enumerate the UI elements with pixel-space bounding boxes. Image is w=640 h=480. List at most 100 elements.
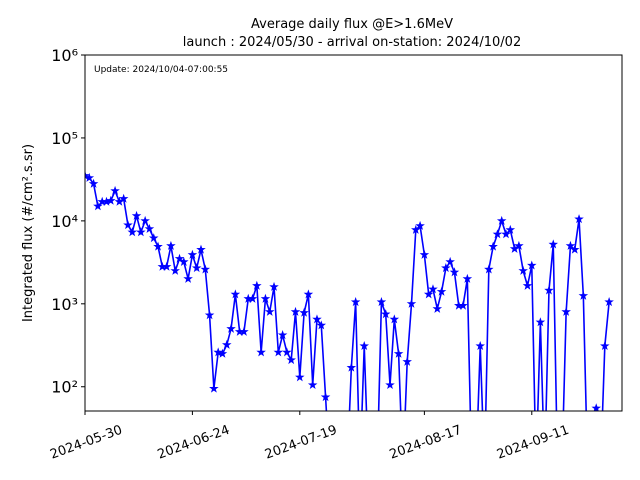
- data-point: [106, 195, 116, 205]
- data-point: [428, 284, 438, 294]
- x-tick-label: 2024-05-30: [48, 423, 124, 463]
- data-point: [600, 340, 610, 351]
- data-point: [364, 466, 374, 475]
- data-point: [316, 320, 327, 330]
- data-point: [548, 239, 559, 249]
- y-tick-label: 10⁶: [51, 46, 78, 65]
- data-point: [557, 466, 567, 475]
- data-point: [419, 249, 430, 259]
- data-point: [368, 466, 378, 475]
- data-point: [591, 403, 601, 411]
- series-line: [85, 175, 610, 411]
- data-point: [596, 466, 606, 475]
- data-point: [569, 244, 580, 254]
- data-point: [88, 178, 99, 188]
- data-point: [454, 300, 464, 310]
- data-point: [445, 256, 455, 266]
- data-point: [290, 306, 301, 316]
- data-point: [110, 185, 120, 195]
- data-point: [166, 240, 176, 250]
- data-point: [501, 229, 511, 239]
- data-point: [187, 249, 198, 259]
- data-point: [312, 314, 322, 324]
- data-point: [260, 293, 271, 303]
- y-tick-label: 10³: [51, 295, 78, 314]
- data-point: [411, 224, 421, 234]
- data-point: [561, 306, 571, 316]
- data-point: [467, 466, 477, 475]
- data-point: [239, 326, 249, 336]
- data-point: [217, 348, 228, 358]
- y-axis-label: Integrated flux (#/cm².s.sr): [21, 144, 36, 322]
- data-point: [492, 229, 503, 239]
- y-tick-label: 10⁵: [51, 129, 78, 148]
- data-point: [372, 466, 382, 475]
- data-point: [226, 323, 236, 333]
- data-point: [264, 306, 275, 316]
- x-tick-label: 2024-09-11: [495, 423, 571, 463]
- data-point: [320, 392, 331, 402]
- data-point: [398, 466, 408, 475]
- y-tick-label: 10⁴: [51, 212, 78, 231]
- chart-subtitle: launch : 2024/05/30 - arrival on-station…: [183, 35, 521, 50]
- data-point: [222, 339, 232, 349]
- data-point: [350, 297, 361, 307]
- data-point: [307, 379, 318, 390]
- data-point: [402, 356, 412, 366]
- data-point: [295, 372, 305, 382]
- x-tick-label: 2024-06-24: [156, 423, 232, 463]
- data-point: [393, 348, 404, 358]
- data-point: [204, 310, 215, 320]
- data-point: [553, 466, 563, 475]
- data-point: [299, 307, 309, 317]
- data-point: [183, 273, 193, 283]
- plot-area: [85, 170, 614, 475]
- data-point: [376, 297, 387, 307]
- data-point: [342, 466, 352, 475]
- data-point: [415, 220, 425, 230]
- data-point: [449, 267, 460, 277]
- data-point: [273, 347, 284, 357]
- data-point: [282, 347, 292, 357]
- data-point: [432, 303, 443, 313]
- data-point: [153, 241, 163, 251]
- data-point: [174, 253, 185, 263]
- data-point: [488, 241, 498, 251]
- data-point: [329, 466, 339, 475]
- data-point: [527, 260, 537, 270]
- data-point: [531, 466, 541, 475]
- data-point: [355, 466, 365, 475]
- data-point: [191, 263, 202, 273]
- data-point: [462, 273, 473, 283]
- data-point: [583, 466, 593, 475]
- data-point: [565, 240, 576, 250]
- data-point: [436, 286, 447, 296]
- data-point: [346, 362, 357, 372]
- data-point: [136, 227, 146, 237]
- data-point: [286, 355, 296, 365]
- data-point: [161, 261, 172, 271]
- data-point: [441, 263, 451, 273]
- data-point: [334, 466, 344, 475]
- x-tick-label: 2024-08-17: [388, 423, 464, 463]
- plot-frame: [84, 54, 623, 412]
- data-point: [518, 265, 528, 275]
- data-point: [389, 314, 400, 324]
- data-point: [114, 196, 125, 206]
- data-point: [277, 330, 288, 340]
- data-point: [522, 280, 533, 290]
- data-point: [269, 281, 279, 291]
- data-point: [338, 466, 348, 475]
- data-point: [213, 347, 223, 357]
- data-point: [209, 383, 219, 393]
- data-point: [179, 256, 189, 266]
- data-point: [475, 340, 485, 351]
- data-point: [509, 243, 520, 253]
- data-point: [140, 215, 150, 225]
- data-point: [97, 196, 107, 206]
- data-point: [514, 240, 524, 250]
- annotation: Update: 2024/10/04-07:00:55: [94, 65, 228, 75]
- data-point: [535, 317, 546, 327]
- data-point: [131, 210, 142, 220]
